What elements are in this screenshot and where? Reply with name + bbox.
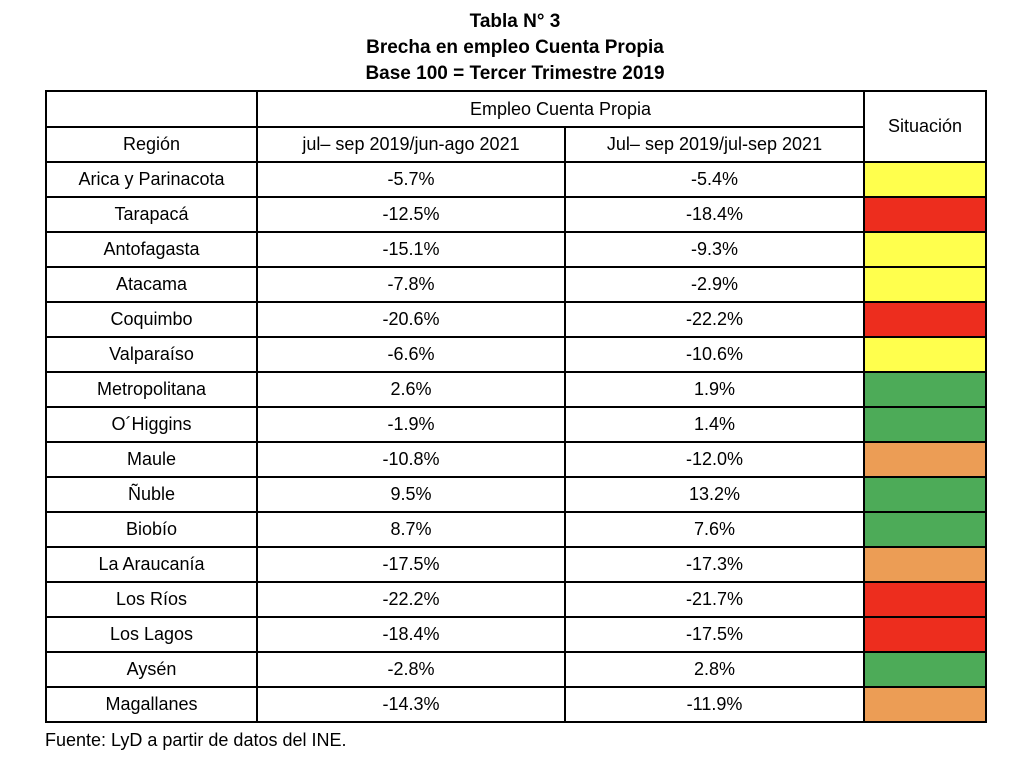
period1-header-cell: jul– sep 2019/jun-ago 2021 xyxy=(256,126,566,163)
value-2-cell: 1.9% xyxy=(563,371,866,408)
value-1-cell: -7.8% xyxy=(256,266,566,303)
table-row: Los Lagos -18.4% -17.5% xyxy=(45,616,988,653)
value-2-cell: -11.9% xyxy=(563,686,866,723)
group-header-row: Empleo Cuenta Propia Situación xyxy=(45,90,988,163)
region-cell: Arica y Parinacota xyxy=(45,161,258,198)
region-cell: Tarapacá xyxy=(45,196,258,233)
table-row: Biobío 8.7% 7.6% xyxy=(45,511,988,548)
status-cell xyxy=(863,336,988,373)
value-1-cell: -15.1% xyxy=(256,231,566,268)
value-1-cell: -6.6% xyxy=(256,336,566,373)
table-row: Metropolitana 2.6% 1.9% xyxy=(45,371,988,408)
table-row: Maule -10.8% -12.0% xyxy=(45,441,988,478)
region-cell: O´Higgins xyxy=(45,406,258,443)
value-1-cell: 9.5% xyxy=(256,476,566,513)
situacion-header-cell: Situación xyxy=(863,90,988,163)
status-cell xyxy=(863,511,988,548)
status-cell xyxy=(863,406,988,443)
region-cell: Magallanes xyxy=(45,686,258,723)
group-header-cell: Empleo Cuenta Propia xyxy=(255,90,866,128)
value-1-cell: -20.6% xyxy=(256,301,566,338)
brecha-empleo-table: Empleo Cuenta Propia Situación Región ju… xyxy=(45,90,988,723)
status-cell xyxy=(863,441,988,478)
table-row: Arica y Parinacota -5.7% -5.4% xyxy=(45,161,988,198)
status-cell xyxy=(863,301,988,338)
source-note: Fuente: LyD a partir de datos del INE. xyxy=(45,730,347,750)
table-row: Atacama -7.8% -2.9% xyxy=(45,266,988,303)
value-1-cell: -10.8% xyxy=(256,441,566,478)
status-cell xyxy=(863,161,988,198)
table-row: Valparaíso -6.6% -10.6% xyxy=(45,336,988,373)
value-1-cell: -12.5% xyxy=(256,196,566,233)
period2-header-cell: Jul– sep 2019/jul-sep 2021 xyxy=(563,126,866,163)
table-number-title: Tabla N° 3 xyxy=(469,11,561,32)
table-row: Antofagasta -15.1% -9.3% xyxy=(45,231,988,268)
value-2-cell: -2.9% xyxy=(563,266,866,303)
table-row: Tarapacá -12.5% -18.4% xyxy=(45,196,988,233)
table-subtitle: Brecha en empleo Cuenta Propia xyxy=(366,37,664,58)
status-cell xyxy=(863,231,988,268)
table-row: Coquimbo -20.6% -22.2% xyxy=(45,301,988,338)
value-2-cell: -17.5% xyxy=(563,616,866,653)
status-cell xyxy=(863,266,988,303)
table-row: Aysén -2.8% 2.8% xyxy=(45,651,988,688)
status-cell xyxy=(863,371,988,408)
blank-corner-cell xyxy=(45,90,258,128)
table-row: Los Ríos -22.2% -21.7% xyxy=(45,581,988,618)
region-cell: Maule xyxy=(45,441,258,478)
value-2-cell: 13.2% xyxy=(563,476,866,513)
table-row: Magallanes -14.3% -11.9% xyxy=(45,686,988,723)
column-header-row: Región jul– sep 2019/jun-ago 2021 Jul– s… xyxy=(45,126,986,163)
region-cell: Los Ríos xyxy=(45,581,258,618)
value-2-cell: 7.6% xyxy=(563,511,866,548)
page-title: Tabla N° 3 Brecha en empleo Cuenta Propi… xyxy=(45,0,985,87)
value-1-cell: -5.7% xyxy=(256,161,566,198)
table-row: Ñuble 9.5% 13.2% xyxy=(45,476,988,513)
value-2-cell: -12.0% xyxy=(563,441,866,478)
region-cell: Biobío xyxy=(45,511,258,548)
value-2-cell: -5.4% xyxy=(563,161,866,198)
value-1-cell: -1.9% xyxy=(256,406,566,443)
table-row: O´Higgins -1.9% 1.4% xyxy=(45,406,988,443)
value-1-cell: 2.6% xyxy=(256,371,566,408)
value-1-cell: -17.5% xyxy=(256,546,566,583)
value-1-cell: -2.8% xyxy=(256,651,566,688)
value-2-cell: 1.4% xyxy=(563,406,866,443)
status-cell xyxy=(863,651,988,688)
region-header-cell: Región xyxy=(45,126,258,163)
status-cell xyxy=(863,196,988,233)
value-2-cell: -21.7% xyxy=(563,581,866,618)
region-cell: La Araucanía xyxy=(45,546,258,583)
region-cell: Ñuble xyxy=(45,476,258,513)
region-cell: Antofagasta xyxy=(45,231,258,268)
region-cell: Coquimbo xyxy=(45,301,258,338)
value-2-cell: -17.3% xyxy=(563,546,866,583)
value-2-cell: 2.8% xyxy=(563,651,866,688)
region-cell: Valparaíso xyxy=(45,336,258,373)
table-base-note: Base 100 = Tercer Trimestre 2019 xyxy=(365,63,665,84)
value-1-cell: -22.2% xyxy=(256,581,566,618)
region-cell: Metropolitana xyxy=(45,371,258,408)
value-2-cell: -22.2% xyxy=(563,301,866,338)
status-cell xyxy=(863,581,988,618)
status-cell xyxy=(863,546,988,583)
value-2-cell: -9.3% xyxy=(563,231,866,268)
status-cell xyxy=(863,686,988,723)
status-cell xyxy=(863,476,988,513)
value-1-cell: -18.4% xyxy=(256,616,566,653)
status-cell xyxy=(863,616,988,653)
region-cell: Atacama xyxy=(45,266,258,303)
value-1-cell: 8.7% xyxy=(256,511,566,548)
value-1-cell: -14.3% xyxy=(256,686,566,723)
value-2-cell: -10.6% xyxy=(563,336,866,373)
table-row: La Araucanía -17.5% -17.3% xyxy=(45,546,988,583)
value-2-cell: -18.4% xyxy=(563,196,866,233)
region-cell: Aysén xyxy=(45,651,258,688)
region-cell: Los Lagos xyxy=(45,616,258,653)
